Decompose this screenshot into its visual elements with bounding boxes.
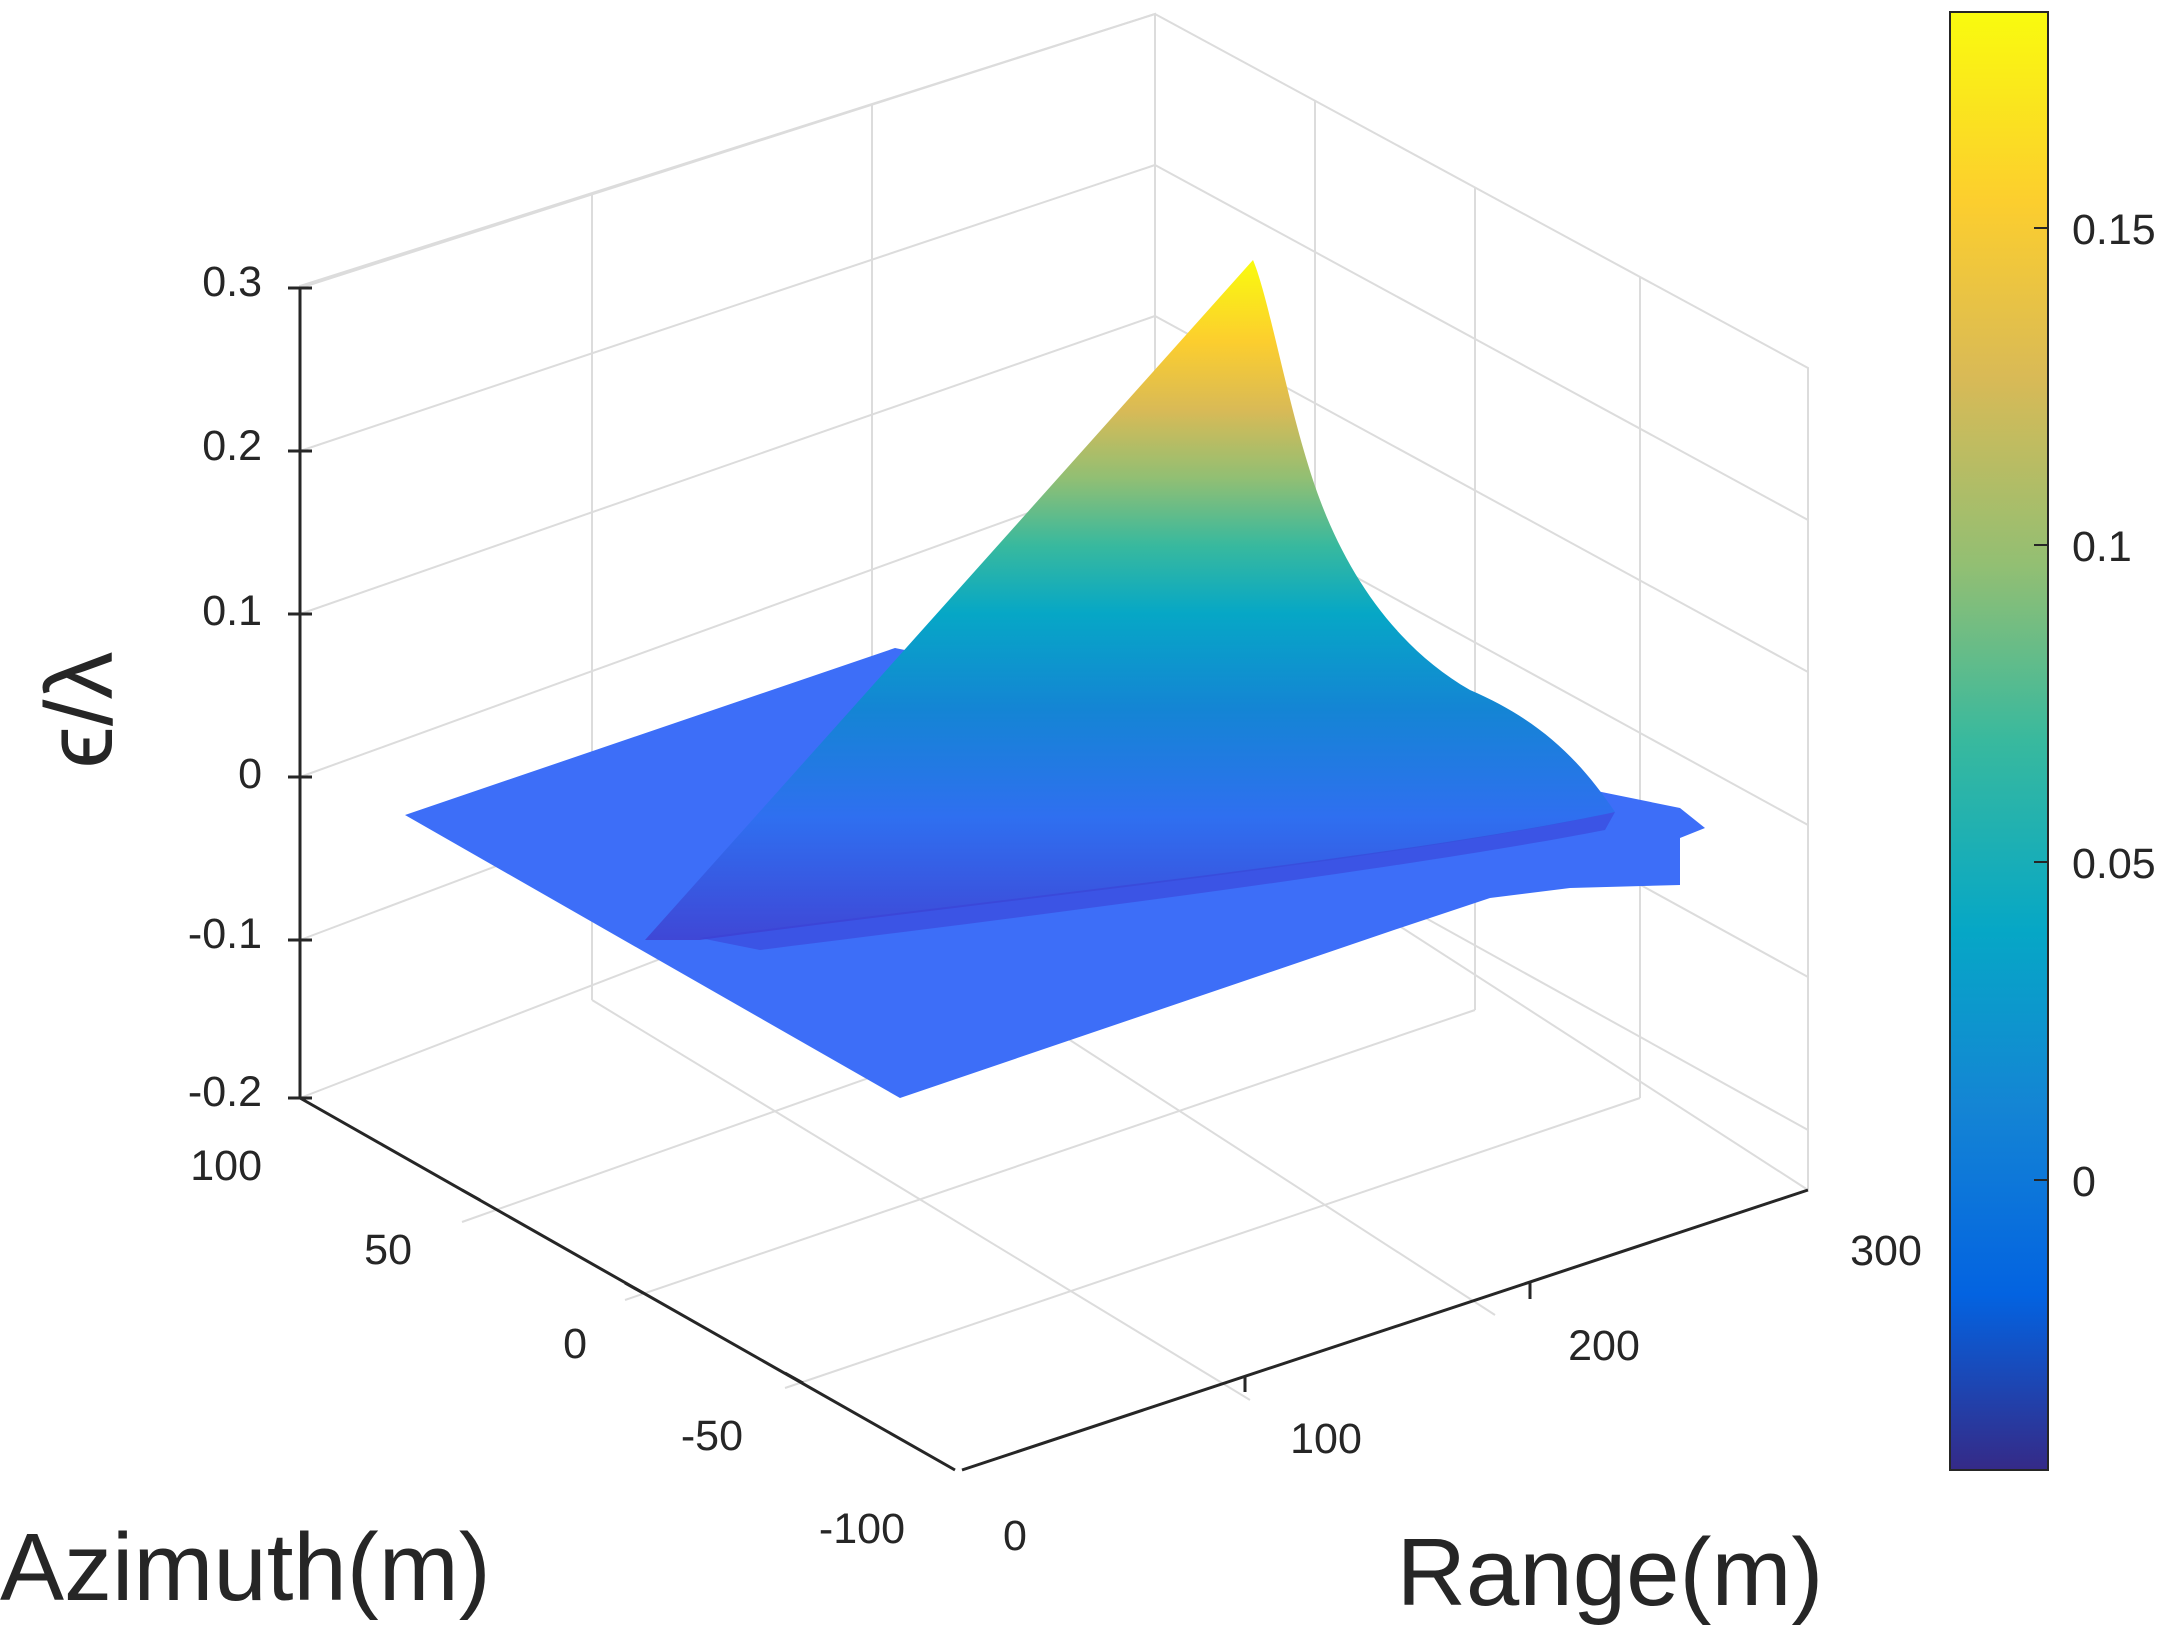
grid-line	[1154, 164, 1809, 521]
z-axis-label: ϵ/λ	[26, 651, 133, 768]
azimuth-tick	[784, 1371, 804, 1385]
azimuth-axis-label: Azimuth(m)	[0, 1514, 491, 1621]
azimuth-tick-label: 50	[364, 1226, 412, 1274]
axes-grid	[299, 12, 1809, 1401]
azimuth-tick-labels: 100 50 0 -50 -100	[190, 1142, 905, 1553]
range-tick-label: 0	[1003, 1512, 1027, 1560]
azimuth-tick-label: -100	[819, 1505, 905, 1553]
colorbar-tick-label: 0.05	[2072, 840, 2156, 888]
z-tick-label: 0.2	[202, 422, 262, 470]
colorbar-tick-label: 0.1	[2072, 523, 2132, 571]
range-tick-label: 300	[1850, 1227, 1922, 1275]
z-tick-label: -0.2	[188, 1068, 262, 1116]
colorbar-gradient	[1949, 11, 2049, 1471]
range-tick-labels: 0 100 200 300	[1003, 1227, 1922, 1560]
range-tick-label: 100	[1290, 1415, 1362, 1463]
grid-line	[299, 13, 1156, 289]
axis-ticks	[288, 286, 1532, 1392]
z-tick-label: -0.1	[188, 910, 262, 958]
grid-line	[299, 164, 1156, 452]
grid-line	[624, 1009, 1476, 1301]
colorbar-tick-labels: 0.15 0.1 0.05 0	[2072, 206, 2156, 1206]
colorbar-ticks	[2034, 227, 2048, 1181]
range-axis-line	[961, 1188, 1809, 1472]
grid-line	[784, 1097, 1641, 1389]
grid-line	[299, 466, 1156, 778]
range-axis-label: Range(m)	[1397, 1519, 1824, 1626]
right-wall-edge	[1154, 13, 1809, 1190]
colorbar-tick-label: 0.15	[2072, 206, 2156, 254]
colorbar-tick-label: 0	[2072, 1158, 2096, 1206]
surface-peak-ridge	[645, 260, 1615, 940]
azimuth-tick	[461, 1188, 481, 1202]
surface-valley-shade	[700, 812, 1615, 950]
azimuth-tick	[624, 1281, 644, 1295]
azimuth-tick-label: 0	[563, 1320, 587, 1368]
z-tick-labels: 0.3 0.2 0.1 0 -0.1 -0.2	[188, 258, 262, 1116]
grid-line	[299, 315, 1156, 615]
azimuth-tick-label: 100	[190, 1142, 262, 1190]
grid-line	[591, 999, 1251, 1401]
z-tick-label: 0.3	[202, 258, 262, 306]
z-tick-label: 0.1	[202, 587, 262, 635]
azimuth-tick-label: -50	[681, 1412, 743, 1460]
z-tick-label: 0	[238, 750, 262, 798]
colorbar: 0.15 0.1 0.05 0	[1949, 11, 2156, 1471]
surface	[405, 260, 1705, 1098]
range-tick-label: 200	[1568, 1322, 1640, 1370]
